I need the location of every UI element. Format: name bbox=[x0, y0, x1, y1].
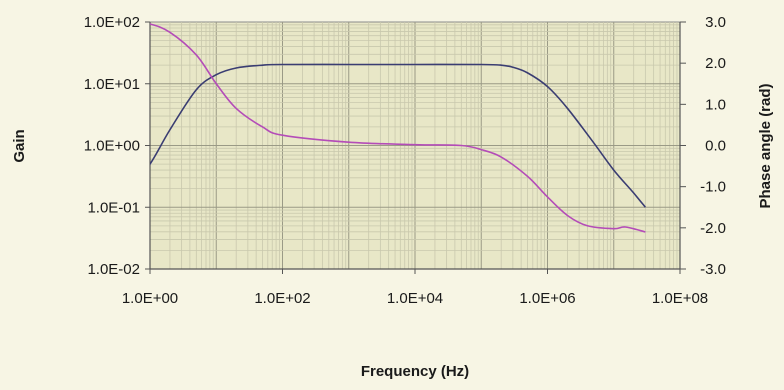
labels: 1.0E+00 1.0E+02 1.0E+04 1.0E+06 1.0E+08 1.0E-… bbox=[84, 14, 726, 307]
y-right-tick-label: 0.0 bbox=[705, 138, 726, 155]
gain-series-line bbox=[150, 63, 646, 208]
x-tick-label: 1.0E+06 bbox=[519, 290, 575, 307]
y-right-tick-label: -2.0 bbox=[700, 220, 726, 237]
axes bbox=[145, 21, 686, 274]
x-tick-label: 1.0E+00 bbox=[122, 290, 178, 307]
x-axis-label: Frequency (Hz) bbox=[361, 363, 469, 380]
phase-series-line bbox=[150, 23, 646, 233]
grid bbox=[149, 22, 680, 270]
x-tick-label: 1.0E+08 bbox=[652, 290, 708, 307]
y-right-tick-label: -3.0 bbox=[700, 261, 726, 278]
y-left-tick-label: 1.0E+02 bbox=[84, 14, 140, 31]
y-left-tick-label: 1.0E+00 bbox=[84, 138, 140, 155]
y-left-tick-label: 1.0E-02 bbox=[87, 261, 140, 278]
y-right-tick-label: 2.0 bbox=[705, 55, 726, 72]
x-tick-label: 1.0E+04 bbox=[387, 290, 443, 307]
y-right-tick-label: -1.0 bbox=[700, 179, 726, 196]
y-right-tick-label: 1.0 bbox=[705, 96, 726, 113]
series-group bbox=[150, 23, 646, 233]
y-right-tick-label: 3.0 bbox=[705, 14, 726, 31]
y-axis-left-label: Gain bbox=[11, 129, 28, 162]
x-tick-label: 1.0E+02 bbox=[254, 290, 310, 307]
y-left-tick-label: 1.0E+01 bbox=[84, 76, 140, 93]
y-axis-right-label: Phase angle (rad) bbox=[757, 83, 774, 208]
y-left-tick-label: 1.0E-01 bbox=[87, 199, 140, 216]
